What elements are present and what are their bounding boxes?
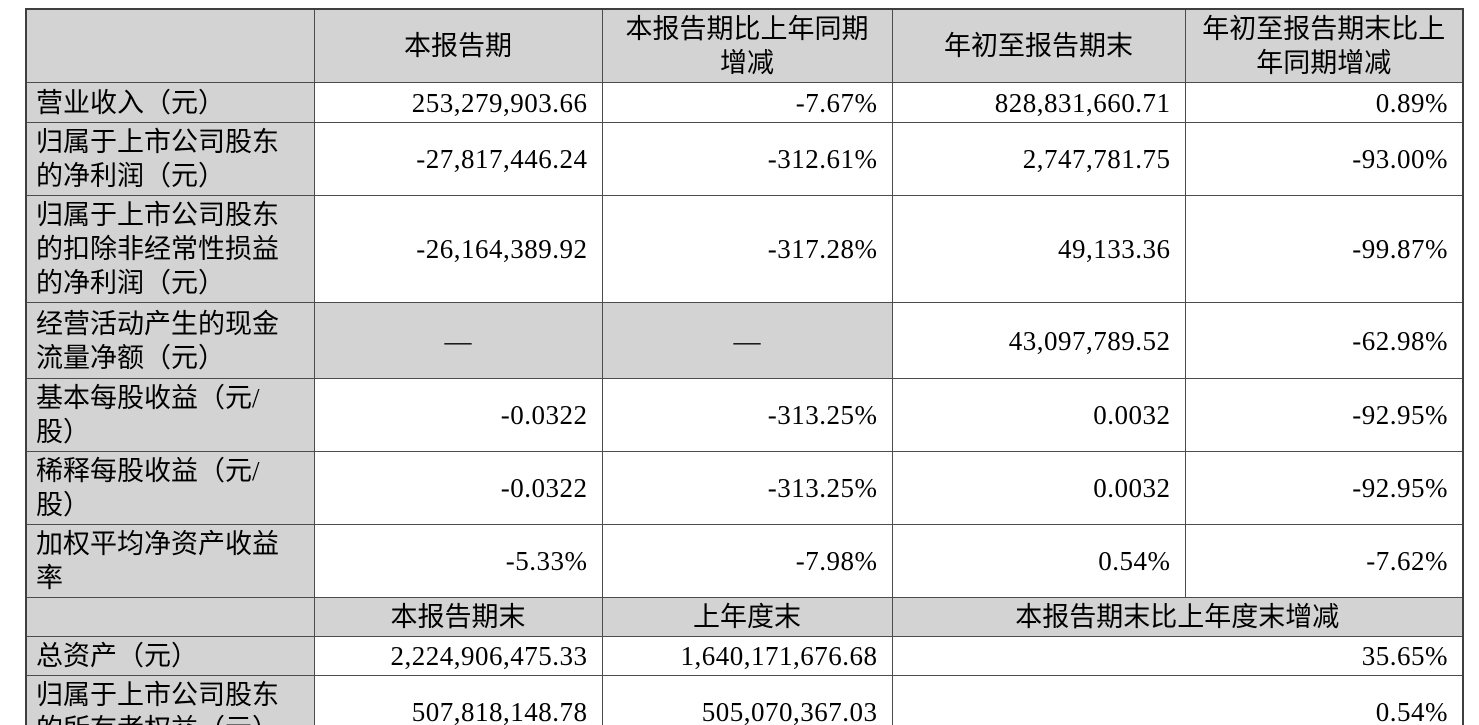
- row-total-assets: 总资产（元） 2,224,906,475.33 1,640,171,676.68…: [25, 636, 1464, 676]
- diluted-eps-current: -0.0322: [313, 451, 603, 525]
- annual-header-metric-blank: [25, 597, 315, 637]
- operating-revenue-ytd-yoy: 0.89%: [1184, 82, 1464, 123]
- header-metric-blank: [25, 8, 315, 83]
- row-operating-cash-flow: 经营活动产生的现金 流量净额（元） — — 43,097,789.52 -62.…: [25, 302, 1464, 379]
- owners-equity-prior-year-end: 505,070,367.03: [601, 675, 893, 725]
- diluted-eps-ytd-yoy: -92.95%: [1184, 451, 1464, 525]
- header-ytd-yoy: 年初至报告期末比上 年同期增减: [1184, 8, 1464, 83]
- weighted-avg-roe-current: -5.33%: [313, 524, 603, 598]
- header-period-end: 本报告期末: [313, 597, 603, 637]
- header-ytd: 年初至报告期末: [891, 8, 1186, 83]
- header-prior-year-end: 上年度末: [601, 597, 893, 637]
- row-net-profit: 归属于上市公司股东 的净利润（元） -27,817,446.24 -312.61…: [25, 122, 1464, 196]
- diluted-eps-ytd: 0.0032: [891, 451, 1186, 525]
- row-net-profit-excl-nonrecurring: 归属于上市公司股东 的扣除非经常性损益 的净利润（元） -26,164,389.…: [25, 195, 1464, 303]
- net-profit-excl-current: -26,164,389.92: [313, 195, 603, 303]
- net-profit-ytd-yoy: -93.00%: [1184, 122, 1464, 196]
- annual-header-row: 本报告期末 上年度末 本报告期末比上年度末增减: [25, 597, 1464, 637]
- label-operating-cash-flow: 经营活动产生的现金 流量净额（元）: [25, 302, 315, 379]
- total-assets-prior-year-end: 1,640,171,676.68: [601, 636, 893, 676]
- owners-equity-period-end: 507,818,148.78: [313, 675, 603, 725]
- row-basic-eps: 基本每股收益（元/ 股） -0.0322 -313.25% 0.0032 -92…: [25, 378, 1464, 452]
- operating-cash-flow-current-yoy-dash: —: [601, 302, 893, 379]
- row-weighted-avg-roe: 加权平均净资产收益 率 -5.33% -7.98% 0.54% -7.62%: [25, 524, 1464, 598]
- row-owners-equity: 归属于上市公司股东 的所有者权益（元） 507,818,148.78 505,0…: [25, 675, 1464, 725]
- operating-cash-flow-current-dash: —: [313, 302, 603, 379]
- label-owners-equity: 归属于上市公司股东 的所有者权益（元）: [25, 675, 315, 725]
- total-assets-period-end: 2,224,906,475.33: [313, 636, 603, 676]
- operating-revenue-ytd: 828,831,660.71: [891, 82, 1186, 123]
- basic-eps-current-yoy: -313.25%: [601, 378, 893, 452]
- operating-revenue-current-yoy: -7.67%: [601, 82, 893, 123]
- net-profit-current-yoy: -312.61%: [601, 122, 893, 196]
- basic-eps-current: -0.0322: [313, 378, 603, 452]
- diluted-eps-current-yoy: -313.25%: [601, 451, 893, 525]
- label-total-assets: 总资产（元）: [25, 636, 315, 676]
- label-basic-eps: 基本每股收益（元/ 股）: [25, 378, 315, 452]
- row-diluted-eps: 稀释每股收益（元/ 股） -0.0322 -313.25% 0.0032 -92…: [25, 451, 1464, 525]
- weighted-avg-roe-current-yoy: -7.98%: [601, 524, 893, 598]
- row-operating-revenue: 营业收入（元） 253,279,903.66 -7.67% 828,831,66…: [25, 82, 1464, 123]
- header-current-period: 本报告期: [313, 8, 603, 83]
- label-net-profit-excl-nonrecurring: 归属于上市公司股东 的扣除非经常性损益 的净利润（元）: [25, 195, 315, 303]
- label-weighted-avg-roe: 加权平均净资产收益 率: [25, 524, 315, 598]
- key-financials-table: 本报告期 本报告期比上年同期 增减 年初至报告期末 年初至报告期末比上 年同期增…: [25, 8, 1464, 725]
- label-net-profit: 归属于上市公司股东 的净利润（元）: [25, 122, 315, 196]
- header-current-yoy: 本报告期比上年同期 增减: [601, 8, 893, 83]
- label-operating-revenue: 营业收入（元）: [25, 82, 315, 123]
- quarter-header-row: 本报告期 本报告期比上年同期 增减 年初至报告期末 年初至报告期末比上 年同期增…: [25, 8, 1464, 83]
- operating-revenue-current: 253,279,903.66: [313, 82, 603, 123]
- label-diluted-eps: 稀释每股收益（元/ 股）: [25, 451, 315, 525]
- weighted-avg-roe-ytd: 0.54%: [891, 524, 1186, 598]
- basic-eps-ytd-yoy: -92.95%: [1184, 378, 1464, 452]
- net-profit-excl-ytd-yoy: -99.87%: [1184, 195, 1464, 303]
- net-profit-excl-current-yoy: -317.28%: [601, 195, 893, 303]
- net-profit-ytd: 2,747,781.75: [891, 122, 1186, 196]
- basic-eps-ytd: 0.0032: [891, 378, 1186, 452]
- total-assets-change: 35.65%: [891, 636, 1464, 676]
- owners-equity-change: 0.54%: [891, 675, 1464, 725]
- operating-cash-flow-ytd-yoy: -62.98%: [1184, 302, 1464, 379]
- header-period-end-change: 本报告期末比上年度末增减: [891, 597, 1464, 637]
- operating-cash-flow-ytd: 43,097,789.52: [891, 302, 1186, 379]
- weighted-avg-roe-ytd-yoy: -7.62%: [1184, 524, 1464, 598]
- net-profit-excl-ytd: 49,133.36: [891, 195, 1186, 303]
- net-profit-current: -27,817,446.24: [313, 122, 603, 196]
